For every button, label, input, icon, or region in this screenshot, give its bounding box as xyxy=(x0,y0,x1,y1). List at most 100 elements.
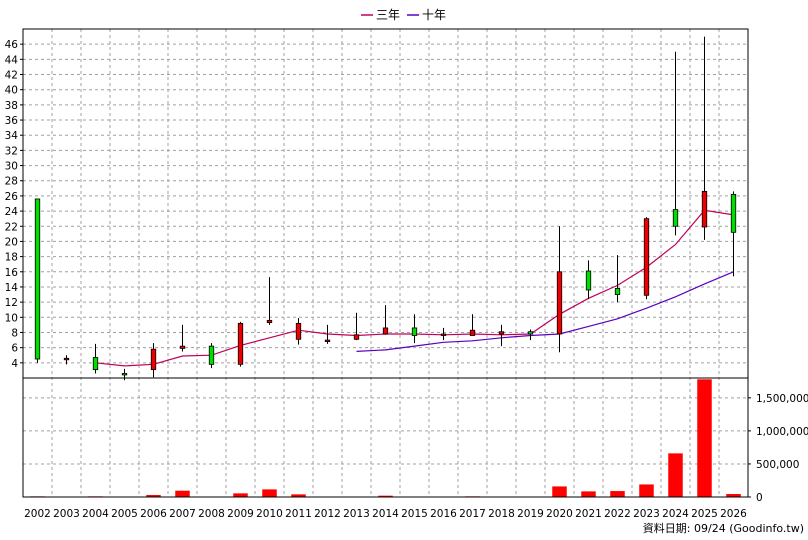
volume-bar-2022 xyxy=(610,491,625,497)
price-tick-label: 18 xyxy=(5,252,18,264)
price-tick-label: 22 xyxy=(5,221,18,233)
volume-tick-label: 1,000,000 xyxy=(756,426,808,438)
candle-2007 xyxy=(179,324,186,352)
candle-body xyxy=(92,357,99,371)
volume-bar-2020 xyxy=(552,486,567,497)
volume-bar-2010 xyxy=(262,489,277,497)
x-tick-label: 2024 xyxy=(662,508,689,520)
volume-tick-label: 0 xyxy=(756,492,763,504)
candle-body xyxy=(440,333,447,336)
price-tick-label: 4 xyxy=(11,358,18,370)
price-tick-label: 38 xyxy=(5,100,18,112)
price-tick-label: 6 xyxy=(11,343,18,355)
price-tick-label: 32 xyxy=(5,145,18,157)
candle-body xyxy=(179,345,186,349)
candle-2025 xyxy=(701,36,708,240)
candle-2016 xyxy=(440,327,447,341)
candle-2009 xyxy=(237,321,244,367)
x-tick-label: 2020 xyxy=(546,508,573,520)
candle-body xyxy=(498,331,505,335)
volume-bar-2009 xyxy=(233,493,248,497)
x-tick-label: 2004 xyxy=(82,508,109,520)
price-tick-label: 40 xyxy=(5,85,18,97)
price-tick-label: 30 xyxy=(5,161,18,173)
x-tick-label: 2026 xyxy=(720,508,747,520)
volume-panel: 0 500,000 1,000,000 1,500,000 xyxy=(22,377,808,504)
candle-2019 xyxy=(527,329,534,341)
candle-body xyxy=(411,327,418,336)
x-tick-label: 2021 xyxy=(575,508,602,520)
candle-2018 xyxy=(498,324,505,347)
price-panel: 4681012141618202224262830323436384042444… xyxy=(5,28,749,497)
volume-bar-2026 xyxy=(726,494,741,497)
candle-body xyxy=(585,270,592,291)
candle-2026 xyxy=(730,191,737,277)
candle-2003 xyxy=(63,355,70,365)
candle-2002 xyxy=(34,198,41,363)
price-tick-label: 12 xyxy=(5,297,18,309)
candle-2015 xyxy=(411,314,418,344)
candle-2011 xyxy=(295,318,302,345)
candle-body xyxy=(237,322,244,365)
price-tick-label: 42 xyxy=(5,70,18,82)
footer-source: 資料日期: 09/24 (Goodinfo.tw) xyxy=(643,521,804,535)
candle-body xyxy=(527,331,534,335)
legend-label-10yr: 十年 xyxy=(422,8,446,22)
candle-body xyxy=(672,209,679,227)
x-tick-label: 2009 xyxy=(227,508,254,520)
volume-bar-2007 xyxy=(175,490,190,497)
ma-10yr-line xyxy=(356,271,734,352)
price-tick-label: 28 xyxy=(5,176,18,188)
legend: 三年 十年 xyxy=(361,8,446,22)
x-tick-label: 2007 xyxy=(169,508,196,520)
price-tick-label: 14 xyxy=(5,282,19,294)
candle-2020 xyxy=(556,226,563,353)
candle-body xyxy=(353,334,360,340)
x-tick-label: 2008 xyxy=(198,508,225,520)
x-tick-label: 2016 xyxy=(430,508,457,520)
candle-2017 xyxy=(469,314,476,336)
candle-body xyxy=(469,329,476,336)
x-tick-label: 2006 xyxy=(140,508,167,520)
x-tick-label: 2022 xyxy=(604,508,631,520)
candle-2006 xyxy=(150,343,157,378)
candle-2013 xyxy=(353,312,360,341)
candle-body xyxy=(150,348,157,371)
price-tick-label: 36 xyxy=(5,115,19,127)
volume-bar-2023 xyxy=(639,484,654,497)
x-tick-label: 2014 xyxy=(372,508,399,520)
volume-bar-2011 xyxy=(291,494,306,497)
candle-2012 xyxy=(324,324,331,344)
x-tick-label: 2019 xyxy=(517,508,544,520)
volume-bar-2006 xyxy=(146,495,161,497)
x-tick-label: 2025 xyxy=(691,508,718,520)
price-tick-label: 34 xyxy=(5,130,19,142)
price-tick-label: 16 xyxy=(5,267,19,279)
volume-bar-2025 xyxy=(697,379,712,497)
candle-body xyxy=(324,339,331,342)
price-tick-label: 46 xyxy=(5,39,19,51)
candle-body xyxy=(643,218,650,296)
price-tick-label: 20 xyxy=(5,236,18,248)
x-tick-label: 2018 xyxy=(488,508,515,520)
candle-2004 xyxy=(92,343,99,374)
x-tick-label: 2003 xyxy=(53,508,80,520)
candle-2022 xyxy=(614,255,621,303)
candle-2014 xyxy=(382,305,389,335)
volume-frame xyxy=(22,377,749,498)
volume-tick-label: 1,500,000 xyxy=(756,393,808,405)
x-axis: 2002 2003 2004 2005 2006 2007 2008 2009 2010 2011… xyxy=(24,508,747,520)
candle-body xyxy=(121,373,128,376)
volume-bar-2024 xyxy=(668,453,683,497)
price-tick-label: 26 xyxy=(5,191,19,203)
x-tick-label: 2005 xyxy=(111,508,138,520)
price-tick-label: 10 xyxy=(5,312,18,324)
candle-body xyxy=(34,198,41,360)
candle-2021 xyxy=(585,260,592,300)
candle-body xyxy=(556,271,563,335)
candle-2024 xyxy=(672,51,679,236)
x-tick-label: 2013 xyxy=(343,508,370,520)
volume-bar-2021 xyxy=(581,491,596,497)
candle-body xyxy=(614,288,621,295)
